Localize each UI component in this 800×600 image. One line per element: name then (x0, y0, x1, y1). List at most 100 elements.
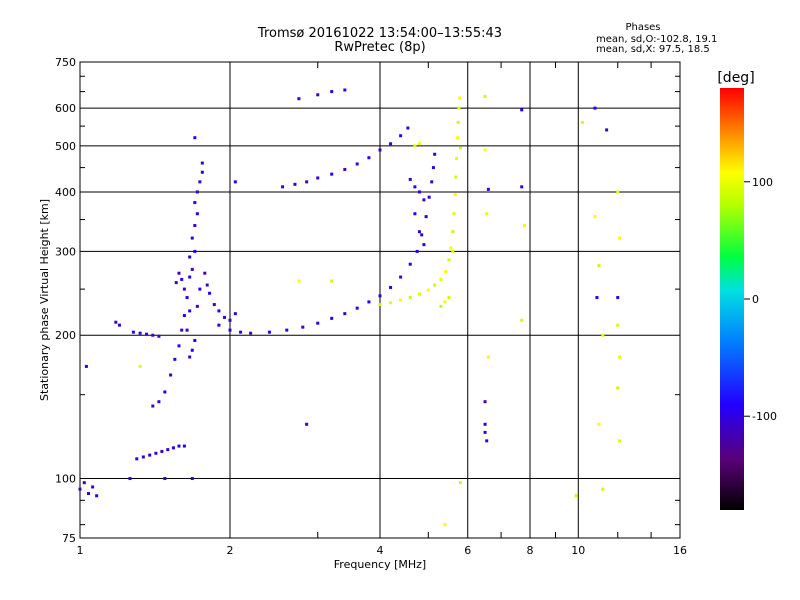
data-point (378, 148, 382, 152)
data-point (453, 193, 457, 197)
y-tick-label: 200 (55, 329, 76, 342)
x-tick-label: 6 (464, 544, 471, 557)
data-point (157, 334, 161, 338)
data-point (408, 262, 412, 266)
data-point (422, 198, 426, 202)
data-point (523, 224, 527, 228)
data-point (447, 258, 451, 262)
colorbar (720, 88, 744, 510)
data-point (200, 161, 204, 165)
data-point (188, 275, 192, 279)
data-point (193, 338, 197, 342)
data-point (330, 279, 334, 283)
colorbar-tick-label: 0 (752, 293, 759, 306)
data-point (378, 294, 382, 298)
y-tick-label: 750 (55, 56, 76, 69)
data-point (157, 400, 161, 404)
data-point (486, 187, 490, 191)
data-point (417, 292, 421, 296)
data-point (456, 120, 460, 124)
data-point (217, 323, 221, 327)
stats-o-mode: mean, sd,O:-102.8, 19.1 (596, 34, 718, 45)
data-point (195, 190, 199, 194)
grid (80, 62, 680, 538)
x-axis-ticks: 1 2 4 6 8 10 16 (77, 62, 687, 557)
data-point (389, 142, 393, 146)
data-point (223, 315, 227, 319)
data-point (399, 275, 403, 279)
data-point (454, 175, 458, 179)
data-point (297, 97, 301, 101)
data-point (228, 318, 232, 322)
x-tick-label: 1 (77, 544, 84, 557)
data-point (422, 243, 426, 247)
data-point (190, 477, 194, 481)
data-point (267, 330, 271, 334)
data-point (190, 236, 194, 240)
x-axis-label: Frequency [MHz] (334, 558, 426, 571)
data-point (520, 185, 524, 189)
data-point (389, 285, 393, 289)
data-point (154, 451, 158, 455)
chart-subtitle: RwPretec (8p) (334, 40, 426, 55)
data-point (138, 364, 142, 368)
x-tick-label: 10 (571, 544, 585, 557)
data-point (233, 180, 237, 184)
data-point (616, 296, 620, 300)
data-points (78, 88, 622, 527)
data-point (151, 333, 155, 337)
data-point (95, 494, 99, 498)
data-point (431, 166, 435, 170)
data-point (166, 448, 170, 452)
data-point (483, 400, 487, 404)
data-point (443, 523, 447, 527)
data-point (177, 444, 181, 448)
data-point (601, 487, 605, 491)
data-point (415, 249, 419, 253)
data-point (485, 212, 489, 216)
y-axis-label: Stationary phase Virtual Height [km] (38, 199, 51, 401)
data-point (444, 270, 448, 274)
data-point (151, 404, 155, 408)
data-point (188, 355, 192, 359)
data-point (198, 180, 202, 184)
data-point (399, 134, 403, 138)
data-point (171, 446, 175, 450)
data-point (188, 309, 192, 313)
colorbar-tick-label: 100 (752, 176, 773, 189)
data-point (343, 167, 347, 171)
colorbar-ticks: 100 0 -100 (744, 176, 777, 423)
data-point (367, 156, 371, 160)
y-axis-ticks: 75 100 200 300 400 500 600 750 (55, 56, 680, 545)
data-point (148, 453, 152, 457)
data-point (449, 246, 453, 250)
data-point (185, 296, 189, 300)
data-point (138, 331, 142, 335)
data-point (455, 136, 459, 140)
data-point (597, 264, 601, 268)
data-point (135, 457, 139, 461)
data-point (330, 172, 334, 176)
data-point (343, 88, 347, 92)
data-point (417, 190, 421, 194)
data-point (343, 312, 347, 316)
y-tick-label: 500 (55, 140, 76, 153)
y-tick-label: 400 (55, 186, 76, 199)
data-point (458, 481, 462, 485)
data-point (399, 298, 403, 302)
data-point (128, 477, 132, 481)
data-point (173, 357, 177, 361)
data-point (160, 449, 164, 453)
data-point (601, 333, 605, 337)
data-point (195, 212, 199, 216)
data-point (117, 323, 121, 327)
data-point (417, 230, 421, 234)
data-point (190, 348, 194, 352)
data-point (293, 182, 297, 186)
data-point (316, 321, 320, 325)
data-point (193, 249, 197, 253)
data-point (228, 328, 232, 332)
data-point (330, 90, 334, 94)
data-point (163, 390, 167, 394)
